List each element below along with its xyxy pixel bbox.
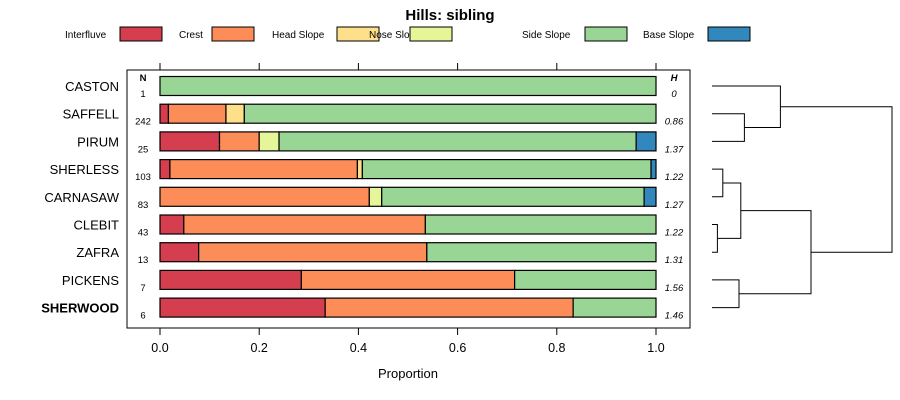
n-value-sherless: 103 <box>135 172 151 183</box>
bar-carnasaw-nose-slope <box>368 186 383 207</box>
n-value-caston: 1 <box>140 89 145 100</box>
dendrogram-link-7 <box>780 106 893 253</box>
bar-carnasaw-side-slope <box>381 186 645 207</box>
n-value-pirum: 25 <box>138 144 149 155</box>
category-label-clebit: CLEBIT <box>73 218 119 233</box>
x-tick-label-4: 0.8 <box>548 341 565 355</box>
bar-sherless-interfluve <box>159 159 171 180</box>
bar-sherwood-side-slope <box>572 297 657 318</box>
h-value-sherless: 1.22 <box>665 172 684 183</box>
dendrogram-link-3 <box>712 168 724 198</box>
category-label-sherless: SHERLESS <box>50 162 120 177</box>
bar-caston-side-slope <box>159 75 657 97</box>
bar-pirum-base-slope <box>635 131 657 152</box>
bar-sherwood-crest <box>324 297 574 318</box>
dendrogram-link-6 <box>739 210 812 295</box>
legend-label-crest: Crest <box>179 30 203 41</box>
category-label-caston: CASTON <box>65 79 119 94</box>
legend-swatch-base-slope <box>707 26 751 42</box>
legend: Interfluve Crest Head Slope Nose Slope Side … <box>65 26 751 42</box>
h-value-zafra: 1.31 <box>665 255 684 266</box>
bar-clebit-crest <box>183 214 426 235</box>
legend-swatch-interfluve <box>119 26 163 42</box>
bar-saffell-crest <box>167 103 227 124</box>
n-value-saffell: 242 <box>135 117 151 128</box>
bar-zafra-crest <box>198 242 428 263</box>
legend-swatch-head-slope <box>336 26 380 42</box>
chart-title: Hills: sibling <box>405 7 494 24</box>
h-value-caston: 0 <box>671 89 677 100</box>
bar-sherless-head-slope <box>356 159 363 180</box>
h-value-sherwood: 1.46 <box>665 311 684 322</box>
n-value-zafra: 13 <box>138 255 149 266</box>
dendrogram-link-1 <box>712 85 781 129</box>
h-value-clebit: 1.22 <box>665 228 684 239</box>
bar-saffell-side-slope <box>243 103 657 124</box>
bar-sherless-base-slope <box>650 159 657 180</box>
bar-clebit-side-slope <box>424 214 657 235</box>
x-axis: 0.0 0.2 0.4 0.6 0.8 1.0 <box>151 328 665 355</box>
h-value-pirum: 1.37 <box>665 144 684 155</box>
plot-frame <box>126 69 691 329</box>
category-label-carnasaw: CARNASAW <box>44 190 119 205</box>
bar-pickens-side-slope <box>514 269 657 290</box>
bar-pirum-crest <box>218 131 260 152</box>
bar-pirum-interfluve <box>159 131 221 152</box>
h-value-carnasaw: 1.27 <box>665 200 684 211</box>
h-value-pickens: 1.56 <box>665 283 684 294</box>
category-label-zafra: ZAFRA <box>76 245 119 260</box>
bar-pirum-nose-slope <box>258 131 280 152</box>
bar-sherwood-interfluve <box>159 297 326 318</box>
n-column-header: N <box>140 73 147 84</box>
legend-label-side-slope: Side Slope <box>522 30 571 41</box>
legend-label-nose-slope: Nose Slope <box>369 30 421 41</box>
n-value-pickens: 7 <box>140 283 145 294</box>
dendrogram-link-0 <box>712 113 745 142</box>
category-label-pirum: PIRUM <box>77 134 119 149</box>
bar-clebit-interfluve <box>159 214 185 235</box>
legend-label-interfluve: Interfluve <box>65 30 107 41</box>
category-label-sherwood: SHERWOOD <box>41 301 119 316</box>
legend-swatch-side-slope <box>584 26 628 42</box>
h-value-saffell: 0.86 <box>665 117 684 128</box>
dendrogram-link-4 <box>717 182 742 239</box>
bar-carnasaw-crest <box>159 186 370 207</box>
x-tick-label-2: 0.4 <box>350 341 367 355</box>
x-tick-label-0: 0.0 <box>151 341 168 355</box>
dendrogram-link-5 <box>712 279 740 309</box>
bar-zafra-side-slope <box>426 242 657 263</box>
n-value-sherwood: 6 <box>140 311 145 322</box>
legend-swatch-crest <box>211 26 255 42</box>
bar-saffell-interfluve <box>159 103 170 124</box>
legend-label-head-slope: Head Slope <box>272 30 325 41</box>
top-axis-ticks <box>159 63 657 70</box>
x-tick-label-1: 0.2 <box>251 341 268 355</box>
legend-label-base-slope: Base Slope <box>643 30 695 41</box>
dendrogram-link-2 <box>712 224 718 253</box>
bar-pickens-interfluve <box>159 269 302 290</box>
bar-saffell-head-slope <box>225 103 245 124</box>
n-value-clebit: 43 <box>138 228 149 239</box>
bar-carnasaw-base-slope <box>643 186 657 207</box>
bar-pirum-side-slope <box>278 131 637 152</box>
legend-swatch-nose-slope <box>409 26 453 42</box>
x-axis-label: Proportion <box>378 366 438 381</box>
bar-sherless-side-slope <box>361 159 652 180</box>
n-value-carnasaw: 83 <box>138 200 149 211</box>
x-tick-label-3: 0.6 <box>449 341 466 355</box>
bar-sherless-crest <box>169 159 359 180</box>
category-label-saffell: SAFFELL <box>63 107 119 122</box>
dendrogram <box>712 85 893 309</box>
bar-rows: CASTON 1 0 SAFFELL 242 0.86 PIRUM 25 1.37 SHERLES… <box>41 75 684 322</box>
x-tick-label-5: 1.0 <box>647 341 664 355</box>
bar-pickens-crest <box>300 269 516 290</box>
h-column-header: H <box>671 73 679 84</box>
bar-zafra-interfluve <box>159 242 200 263</box>
category-label-pickens: PICKENS <box>62 273 119 288</box>
